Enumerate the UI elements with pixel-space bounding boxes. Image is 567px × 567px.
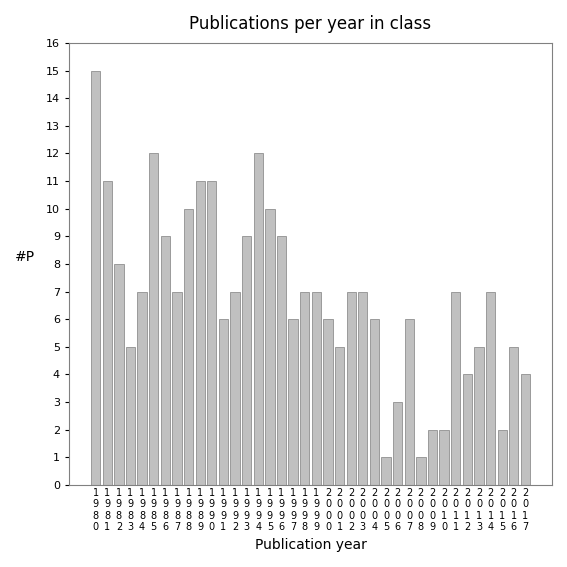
Bar <box>207 181 217 485</box>
Bar <box>300 291 310 485</box>
Bar <box>509 347 518 485</box>
Bar <box>312 291 321 485</box>
Bar <box>439 430 448 485</box>
Bar <box>126 347 135 485</box>
Y-axis label: #P: #P <box>15 250 35 264</box>
Bar <box>463 374 472 485</box>
Bar <box>219 319 228 485</box>
Bar <box>405 319 414 485</box>
Bar <box>137 291 147 485</box>
Bar <box>497 430 507 485</box>
Bar <box>160 236 170 485</box>
Bar <box>91 70 100 485</box>
Bar <box>277 236 286 485</box>
Bar <box>416 457 425 485</box>
Bar <box>451 291 460 485</box>
Bar <box>242 236 251 485</box>
Bar <box>265 209 274 485</box>
Bar <box>382 457 391 485</box>
Bar <box>103 181 112 485</box>
Bar <box>521 374 530 485</box>
Bar <box>323 319 333 485</box>
Title: Publications per year in class: Publications per year in class <box>189 15 431 33</box>
Bar <box>335 347 344 485</box>
Bar <box>196 181 205 485</box>
Bar <box>475 347 484 485</box>
Bar <box>172 291 181 485</box>
Bar <box>184 209 193 485</box>
Bar <box>253 154 263 485</box>
Bar <box>230 291 240 485</box>
Bar <box>428 430 437 485</box>
Bar <box>358 291 367 485</box>
X-axis label: Publication year: Publication year <box>255 538 366 552</box>
Bar <box>393 402 402 485</box>
Bar <box>289 319 298 485</box>
Bar <box>114 264 124 485</box>
Bar <box>149 154 158 485</box>
Bar <box>370 319 379 485</box>
Bar <box>346 291 356 485</box>
Bar <box>486 291 495 485</box>
